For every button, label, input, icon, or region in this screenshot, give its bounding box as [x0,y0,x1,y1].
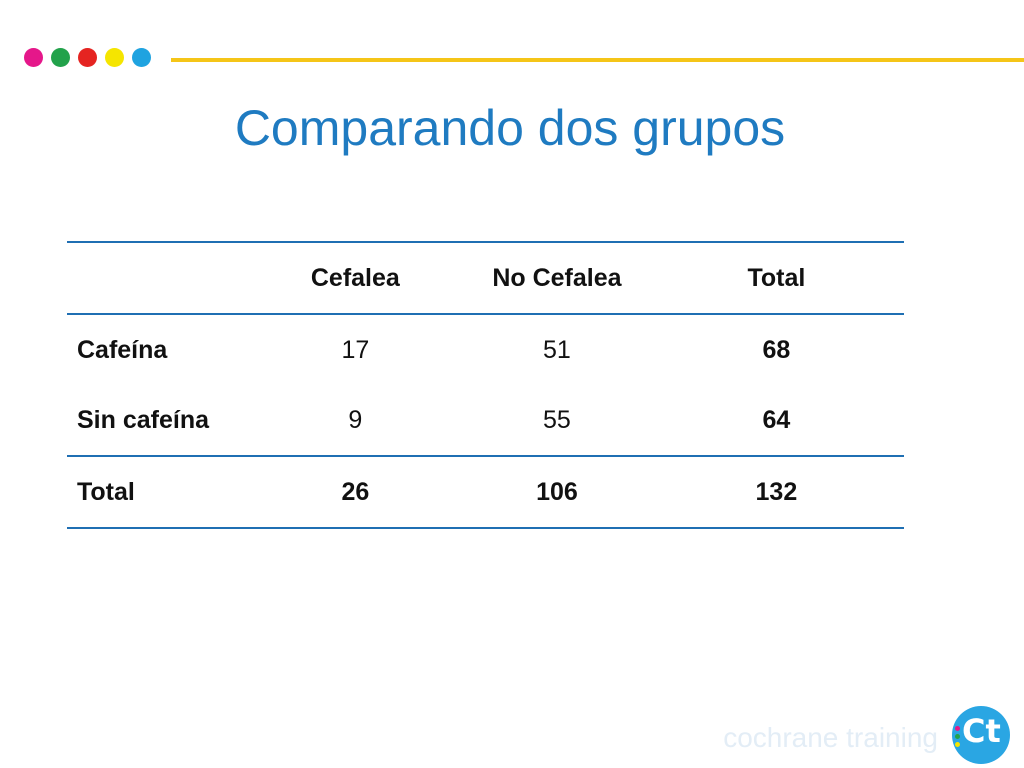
table-cell: 17 [341,335,370,364]
table-total-row: Total 26 106 132 [67,456,904,528]
column-total-cell: 26 [341,477,370,506]
dot-red [78,48,97,67]
grand-total-cell: 132 [755,477,798,506]
row-total-cell: 64 [762,405,791,434]
header-line [171,58,1024,62]
row-total-cell: 68 [762,335,791,364]
logo-dot-yellow [955,742,960,747]
brand-text: cochrane training [723,722,938,753]
table-header-row: Cefalea No Cefalea Total [67,242,904,314]
table-cell: 55 [543,405,571,434]
logo-dot-green [955,734,960,739]
table-cell: 9 [348,405,363,434]
row-label: Sin cafeína [77,405,209,434]
row-label: Total [77,477,135,506]
header-cell-cefalea: Cefalea [310,263,400,292]
row-label: Cafeína [77,335,168,364]
header-cell-total: Total [747,263,806,292]
table-cell: 51 [543,335,571,364]
dot-blue [132,48,151,67]
cochrane-logo-icon: Ct [952,706,1010,764]
table-row: Sin cafeína 9 55 64 [67,385,904,456]
logo-dot-magenta [955,726,960,731]
column-total-cell: 106 [536,477,578,506]
dot-green [51,48,70,67]
contingency-table: Cefalea No Cefalea Total Cafeína 17 51 6… [67,241,904,529]
dot-magenta [24,48,43,67]
dot-yellow [105,48,124,67]
table-row: Cafeína 17 51 68 [67,314,904,385]
logo-mark: Ct [962,712,1001,750]
header-cell-empty [67,242,246,314]
slide-title: Comparando dos grupos [234,100,786,156]
header-cell-no-cefalea: No Cefalea [492,263,622,292]
